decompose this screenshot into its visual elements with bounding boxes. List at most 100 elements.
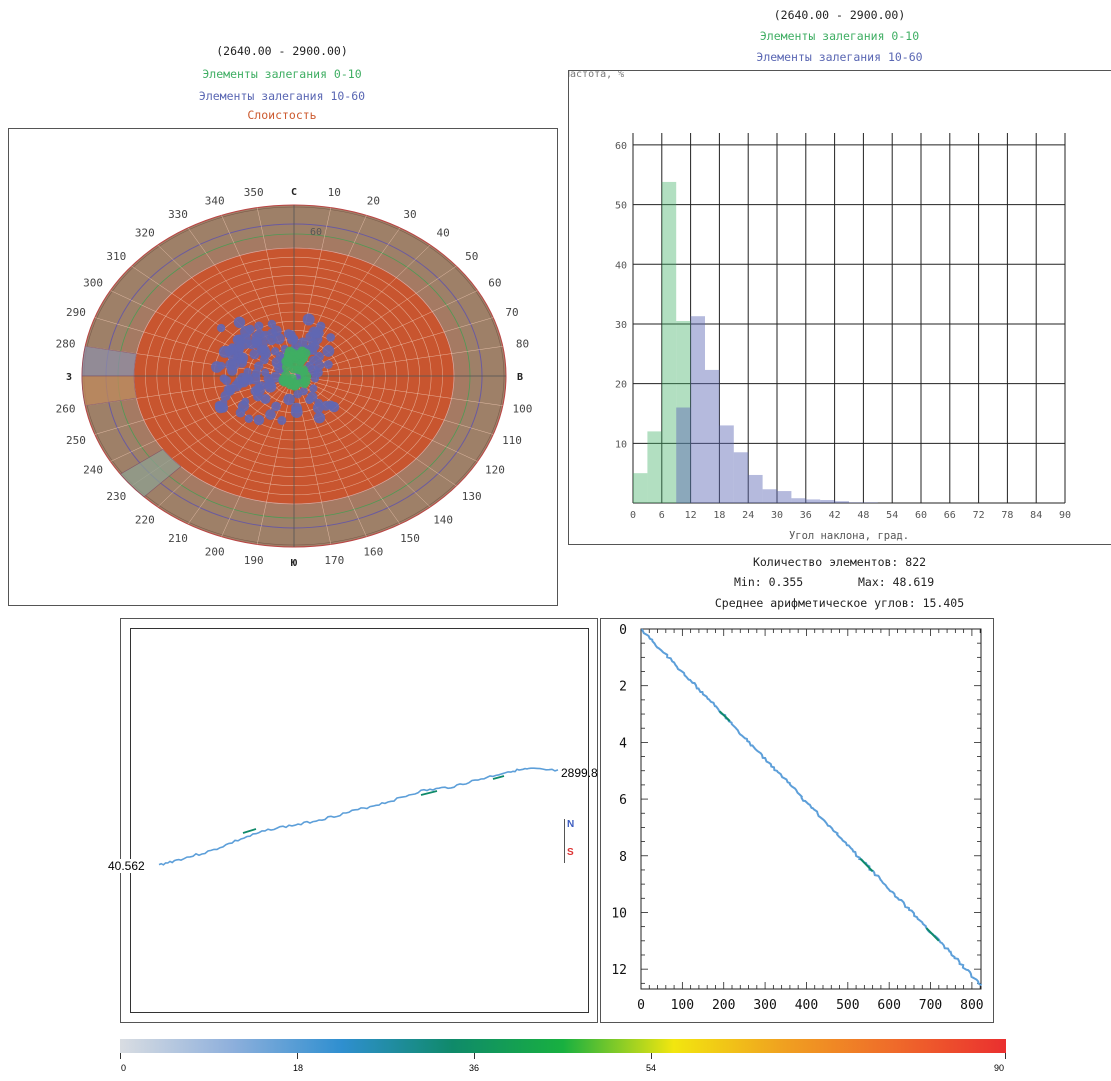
rose-point-10-60 (214, 401, 227, 414)
rose-point-10-60 (316, 321, 326, 331)
rose-dir-label: 10 (328, 186, 341, 199)
depth-x-tick: 800 (960, 998, 983, 1013)
color-scale-bar (120, 1039, 1006, 1053)
hist-bar-0-10 (647, 431, 662, 503)
rose-point-0-10 (297, 365, 309, 376)
rose-point-10-60 (271, 347, 280, 356)
rose-dir-label: 150 (400, 532, 420, 545)
hist-x-tick: 18 (713, 510, 725, 521)
depth-scatter-chart: 0 100 200 300 400 500 600 700 800 0 2 4 6 8 10 12 (611, 623, 983, 1013)
rose-point-10-60 (221, 376, 232, 386)
hist-bar-0-10 (676, 320, 691, 503)
rose-point-10-60 (251, 336, 262, 347)
plan-trajectory-line (158, 767, 559, 866)
rose-point-10-60 (254, 383, 264, 392)
hist-x-tick: 66 (944, 510, 956, 521)
hist-legend-10-60: Элементы залегания 10-60 (756, 50, 923, 64)
rose-sector-260 (81, 375, 137, 407)
plan-panel: 40.562 2899.8 N S (107, 618, 598, 1023)
rose-point-10-60 (309, 384, 318, 393)
rose-point-10-60 (249, 349, 260, 360)
rose-spoke (293, 375, 478, 462)
compass-south: Ю (291, 558, 297, 569)
rose-dir-label: 200 (205, 546, 225, 559)
depth-x-tick: 400 (795, 998, 818, 1013)
rose-dir-label: 280 (56, 338, 76, 351)
rose-point-10-60 (225, 384, 236, 395)
rose-dir-label: 230 (106, 490, 126, 503)
hist-x-tick: 90 (1059, 510, 1071, 521)
rose-point-10-60 (267, 328, 278, 339)
rose-dir-label: 210 (168, 532, 188, 545)
rose-sector-270 (81, 345, 137, 377)
rose-dir-label: 290 (66, 306, 86, 319)
rose-point-10-60 (217, 361, 226, 370)
rose-point-10-60 (217, 323, 226, 333)
rose-inner-label: 60 (310, 227, 322, 238)
rose-point-10-60 (240, 325, 252, 338)
rose-point-10-60 (253, 414, 265, 426)
rose-panel: 10 20 30 40 50 60 70 80 100 110 120 130 140 150 160 170… (8, 128, 558, 606)
hist-x-label: Угол наклона, град. (789, 530, 909, 542)
depth-x-tick: 600 (877, 998, 900, 1013)
rose-point-10-60 (314, 351, 324, 362)
hist-bar-10-60 (748, 474, 763, 503)
rose-dir-label: 190 (244, 554, 264, 567)
rose-dir-label: 320 (135, 227, 155, 240)
rose-dir-label: 250 (66, 434, 86, 447)
rose-point-10-60 (323, 360, 333, 369)
rose-dir-label: 140 (433, 513, 453, 526)
rose-spoke (157, 244, 295, 377)
rose-point-10-60 (265, 409, 276, 420)
plan-end-label: 2899.8 (561, 766, 598, 780)
hist-bar-0-10 (633, 473, 648, 503)
rose-dir-label: 130 (462, 490, 482, 503)
scale-tick-36: 36 (469, 1063, 480, 1073)
rose-dir-label: 50 (465, 250, 478, 263)
hist-x-tick: 36 (800, 510, 812, 521)
rose-point-10-60 (241, 397, 250, 406)
rose-point-10-60 (233, 316, 246, 329)
rose-point-10-60 (263, 373, 274, 384)
hist-y-tick: 20 (615, 380, 627, 391)
rose-spoke (157, 375, 295, 508)
depth-x-tick: 300 (753, 998, 776, 1013)
scale-tick-0: 0 (121, 1063, 127, 1073)
rose-point-10-60 (313, 367, 323, 378)
rose-dir-label: 330 (168, 208, 188, 221)
rose-legend-10-60: Элементы залегания 10-60 (198, 89, 366, 103)
depth-y-tick: 10 (611, 906, 627, 921)
rose-point-10-60 (308, 337, 318, 348)
hist-x-tick: 42 (829, 510, 841, 521)
rose-dir-label: 110 (502, 434, 522, 447)
rose-point-10-60 (307, 391, 318, 403)
hist-legend-0-10: Элементы залегания 0-10 (759, 29, 920, 43)
rose-dir-label: 300 (83, 277, 103, 290)
rose-spoke (293, 375, 367, 537)
rose-point-10-60 (312, 402, 324, 414)
rose-spoke (293, 375, 457, 487)
hist-x-tick: 60 (915, 510, 927, 521)
hist-bar-10-60 (863, 502, 878, 503)
stat-count: Количество элементов: 822 (752, 555, 927, 569)
rose-spoke (293, 375, 494, 435)
rose-dir-label: 80 (516, 338, 529, 351)
hist-range: (2640.00 - 2900.00) (773, 8, 906, 22)
rose-point-10-60 (254, 321, 264, 331)
rose-dir-label: 350 (244, 186, 264, 199)
hist-bar-0-10 (661, 181, 677, 503)
rose-dir-label: 20 (367, 194, 380, 207)
rose-point-0-10 (281, 362, 292, 372)
scale-tick-18: 18 (293, 1063, 304, 1073)
rose-point-10-60 (227, 365, 238, 376)
rose-point-10-60 (293, 389, 302, 399)
hist-x-tick: 12 (685, 510, 697, 521)
depth-y-tick: 2 (619, 680, 627, 695)
rose-point-10-60 (244, 414, 254, 424)
depth-y-tick: 0 (619, 623, 627, 638)
rose-dir-label: 170 (324, 554, 344, 567)
rose-spoke (293, 375, 503, 406)
depth-panel: 0 100 200 300 400 500 600 700 800 0 2 4 6 8 10 12 (600, 618, 994, 1023)
depth-y-tick: 12 (611, 963, 627, 978)
hist-y-label: Частота, % (569, 71, 624, 80)
